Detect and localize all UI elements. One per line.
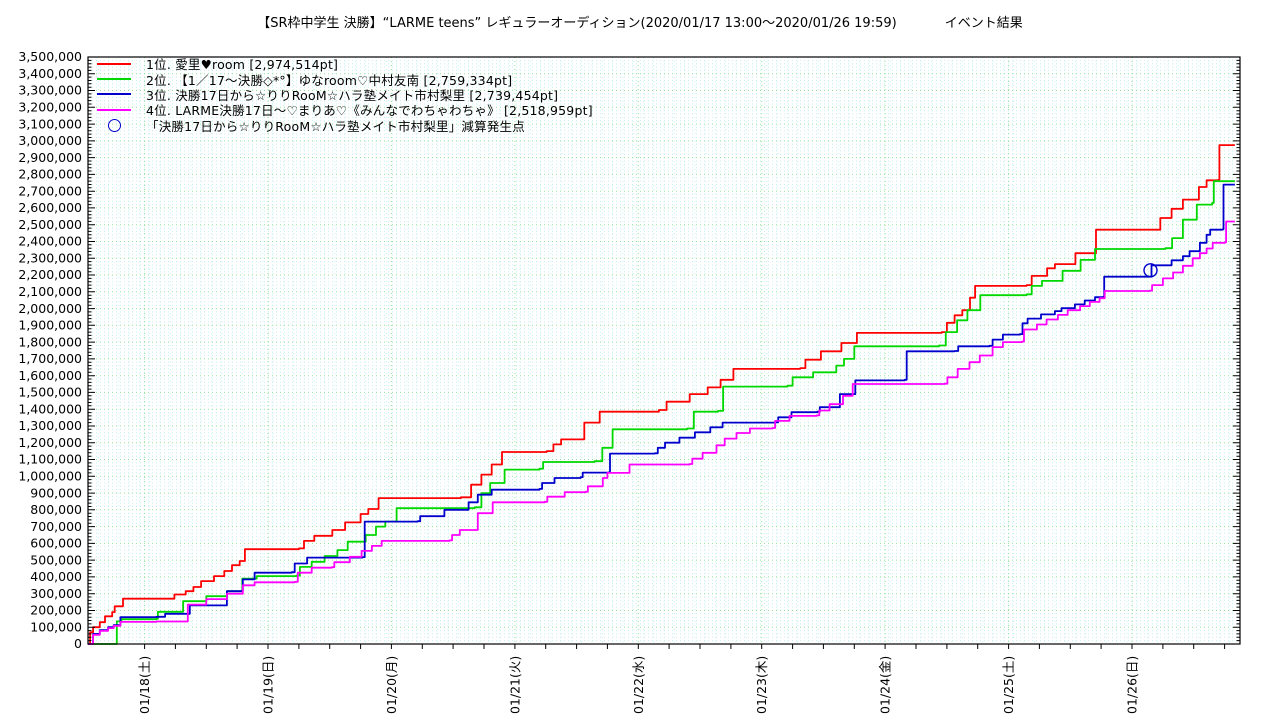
- legend-item-rank3: 3位. 決勝17日から☆りりRooM☆ハラ塾メイト市村梨里 [2,739,454…: [97, 87, 593, 103]
- legend-label: 3位. 決勝17日から☆りりRooM☆ハラ塾メイト市村梨里 [2,739,454…: [146, 87, 559, 103]
- x-tick-label: 01/18(土): [137, 656, 152, 714]
- x-tick-label: 01/21(火): [507, 656, 522, 714]
- x-tick-label: 01/24(金): [878, 656, 893, 714]
- legend-label: 2位. 【1／17～決勝◇*°】ゆなroom♡中村友南 [2,759,334pt…: [146, 72, 513, 88]
- y-tick-label: 500,000: [30, 552, 82, 567]
- y-tick-label: 800,000: [30, 502, 82, 517]
- y-tick-label: 3,500,000: [18, 49, 82, 64]
- series-line-rank4: [88, 220, 1235, 645]
- y-tick-label: 100,000: [30, 619, 82, 634]
- axis-ticks: [88, 56, 1240, 649]
- plot-border: [87, 56, 1241, 645]
- subtraction-circle-icon: [108, 118, 121, 132]
- legend-label: 4位. LARME決勝17日～♡まりあ♡《みんなでわちゃわちゃ》 [2,518,…: [146, 103, 593, 119]
- x-tick-label: 01/23(木): [754, 656, 769, 714]
- series-line-rank3: [88, 183, 1235, 645]
- x-tick-label: 01/26(日): [1125, 656, 1140, 714]
- y-tick-label: 2,300,000: [18, 250, 82, 265]
- rank3-line-swatch: [97, 93, 131, 96]
- y-tick-label: 1,600,000: [18, 368, 82, 383]
- y-tick-label: 2,000,000: [18, 301, 82, 316]
- x-tick-label: 01/22(水): [631, 656, 646, 714]
- chart-legend: 1位. 愛里♥room [2,974,514pt] 2位. 【1／17～決勝◇*…: [97, 56, 593, 134]
- legend-item-subtraction-point: 「決勝17日から☆りりRooM☆ハラ塾メイト市村梨里」減算発生点: [97, 118, 593, 134]
- y-tick-label: 900,000: [30, 485, 82, 500]
- legend-item-rank1: 1位. 愛里♥room [2,974,514pt]: [97, 56, 593, 73]
- y-tick-label: 3,100,000: [18, 116, 82, 131]
- y-tick-label: 1,900,000: [18, 318, 82, 333]
- y-tick-label: 300,000: [30, 586, 82, 601]
- y-tick-label: 0: [74, 636, 82, 651]
- event-title-text: 【SR枠中学生 決勝】“LARME teens” レギュラーオーディション(20…: [257, 16, 897, 31]
- y-tick-label: 3,200,000: [18, 100, 82, 115]
- y-tick-label: 1,400,000: [18, 401, 82, 416]
- y-tick-label: 2,500,000: [18, 217, 82, 232]
- y-tick-label: 2,600,000: [18, 200, 82, 215]
- rank2-line-swatch: [97, 78, 131, 81]
- rank4-line-swatch: [97, 108, 131, 111]
- y-tick-label: 1,500,000: [18, 385, 82, 400]
- y-tick-label: 3,400,000: [18, 66, 82, 81]
- y-tick-label: 700,000: [30, 519, 82, 534]
- y-tick-label: 1,100,000: [18, 452, 82, 467]
- minor-grid: [88, 57, 1240, 644]
- y-tick-label: 2,900,000: [18, 150, 82, 165]
- y-tick-label: 2,100,000: [18, 284, 82, 299]
- x-axis-labels: 01/18(土) 01/19(日) 01/20(月) 01/21(火) 01/22(水)…: [137, 656, 1139, 714]
- legend-item-rank4: 4位. LARME決勝17日～♡まりあ♡《みんなでわちゃわちゃ》 [2,518,…: [97, 102, 593, 119]
- y-tick-label: 400,000: [30, 569, 82, 584]
- y-tick-label: 1,300,000: [18, 418, 82, 433]
- legend-label: 1位. 愛里♥room [2,974,514pt]: [146, 57, 339, 73]
- markers: [1143, 263, 1158, 278]
- event-result-label: イベント結果: [944, 16, 1023, 31]
- series-line-rank2: [88, 180, 1235, 645]
- subtraction-point-marker: [1143, 263, 1158, 278]
- legend-label: 「決勝17日から☆りりRooM☆ハラ塾メイト市村梨里」減算発生点: [146, 118, 525, 134]
- y-tick-label: 2,200,000: [18, 267, 82, 282]
- y-tick-label: 1,800,000: [18, 334, 82, 349]
- x-tick-label: 01/20(月): [384, 656, 399, 714]
- y-tick-label: 2,800,000: [18, 167, 82, 182]
- rank1-line-swatch: [97, 62, 131, 65]
- y-tick-label: 2,400,000: [18, 234, 82, 249]
- major-grid: [88, 57, 1240, 644]
- y-tick-label: 600,000: [30, 536, 82, 551]
- y-tick-label: 1,200,000: [18, 435, 82, 450]
- y-tick-label: 1,700,000: [18, 351, 82, 366]
- series-lines: [88, 144, 1235, 645]
- y-tick-label: 2,700,000: [18, 183, 82, 198]
- series-line-rank1: [88, 144, 1235, 645]
- y-tick-label: 200,000: [30, 603, 82, 618]
- x-tick-label: 01/19(日): [261, 656, 276, 714]
- y-tick-label: 3,300,000: [18, 83, 82, 98]
- y-tick-label: 1,000,000: [18, 468, 82, 483]
- y-tick-label: 3,000,000: [18, 133, 82, 148]
- x-tick-label: 01/25(土): [1001, 656, 1016, 714]
- page-title: 【SR枠中学生 決勝】“LARME teens” レギュラーオーディション(20…: [0, 12, 1280, 31]
- legend-item-rank2: 2位. 【1／17～決勝◇*°】ゆなroom♡中村友南 [2,759,334pt…: [97, 71, 593, 88]
